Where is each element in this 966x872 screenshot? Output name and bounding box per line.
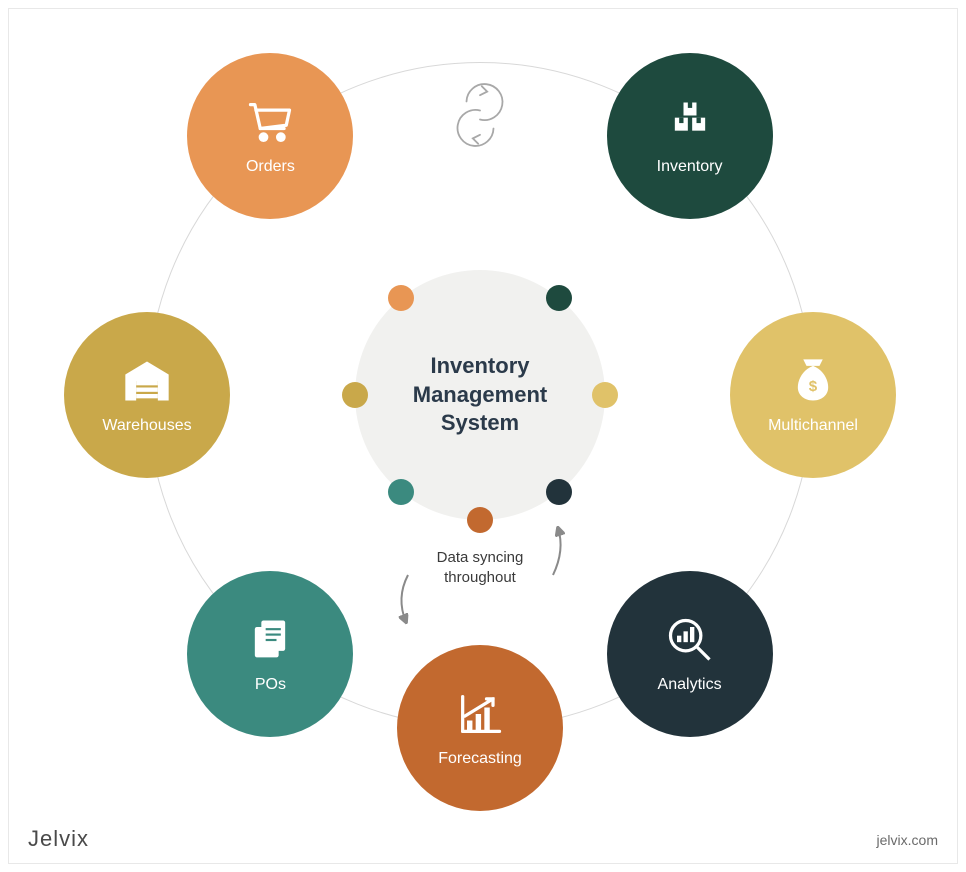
inventory-diagram: InventoryManagementSystem Orders Invento… bbox=[0, 0, 966, 872]
brand-url: jelvix.com bbox=[877, 832, 938, 848]
brand-logo: Jelvix bbox=[28, 826, 89, 852]
sync-loop-icon bbox=[435, 70, 525, 165]
